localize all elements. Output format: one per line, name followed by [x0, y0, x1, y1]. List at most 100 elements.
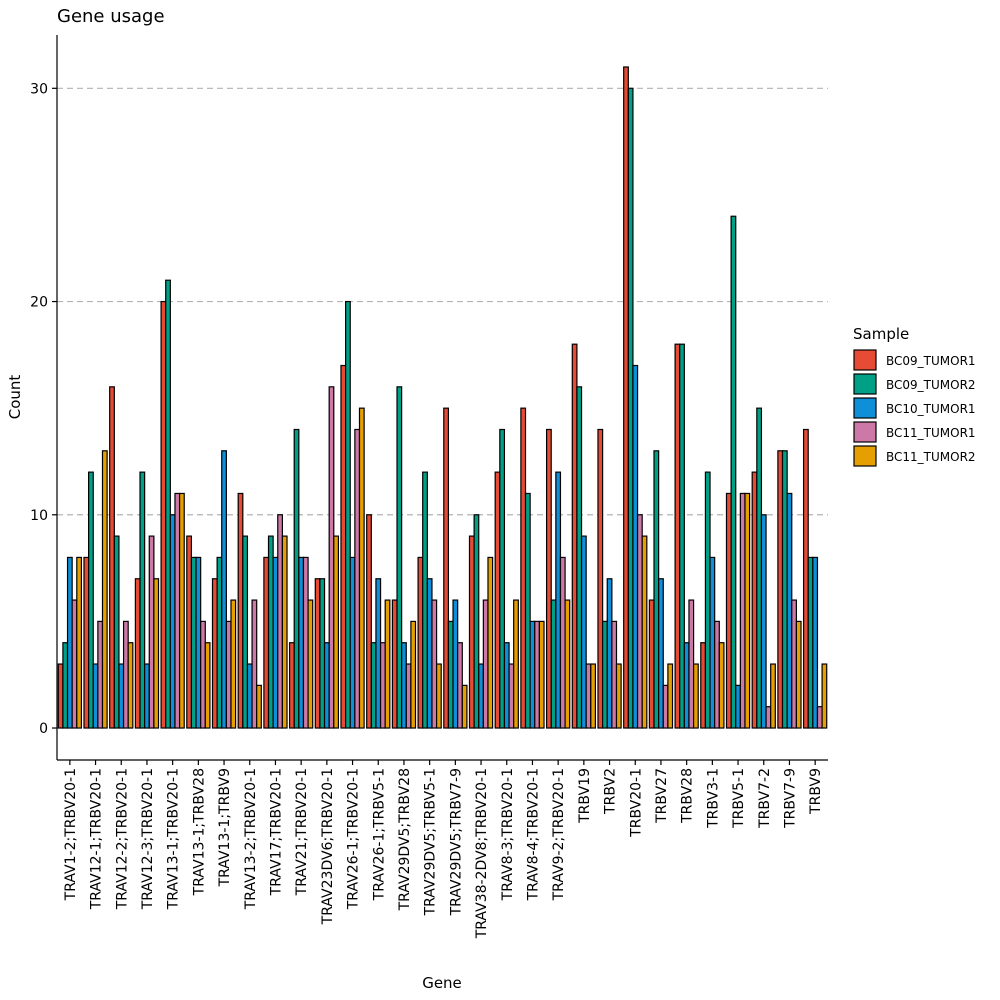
x-tick-label-18: TRAV8-4;TRBV20-1 — [525, 768, 541, 901]
bar-bc11_tumor2-5 — [204, 642, 211, 729]
y-axis-ticks: 0 10 20 30 — [30, 81, 57, 737]
bar-bc09_tumor2-14 — [422, 471, 428, 729]
bar-bc11_tumor2-17 — [513, 599, 519, 729]
bar-bc09_tumor2-24 — [679, 343, 685, 729]
bar-bc09_tumor1-0 — [57, 663, 64, 729]
bar-bc11_tumor1-23 — [662, 684, 669, 729]
bar-bc11_tumor1-22 — [636, 514, 643, 729]
bar-bc09_tumor1-4 — [160, 300, 167, 729]
bar-bc09_tumor2-22 — [627, 87, 634, 729]
x-tick-label-8: TRAV17;TRBV20-1 — [268, 768, 284, 896]
bar-bc10_tumor1-20 — [580, 535, 587, 729]
x-tick-label-15: TRAV29DV5;TRBV7-9 — [448, 768, 464, 916]
bar-bc09_tumor1-16 — [468, 535, 475, 729]
bar-bc11_tumor1-10 — [328, 386, 335, 729]
x-tick-label-23: TRBV27 — [654, 768, 670, 824]
bar-bc09_tumor1-2 — [109, 386, 115, 729]
y-tick-label-30: 30 — [30, 81, 48, 97]
bar-bc11_tumor1-4 — [174, 492, 181, 729]
x-tick-label-0: TRAV1-2;TRBV20-1 — [63, 768, 79, 901]
x-tick-label-21: TRBV2 — [603, 768, 619, 815]
bar-bc09_tumor2-10 — [319, 578, 326, 729]
x-tick-label-28: TRBV7-9 — [782, 768, 798, 829]
x-tick-label-6: TRAV13-1;TRBV9 — [217, 768, 233, 887]
x-tick-label-29: TRBV9 — [808, 768, 824, 815]
x-tick-label-1: TRAV12-1;TRBV20-1 — [89, 768, 105, 910]
bar-bc10_tumor1-13 — [401, 642, 407, 729]
bar-bc11_tumor1-0 — [71, 599, 78, 729]
bar-bc10_tumor1-25 — [709, 556, 716, 729]
y-tick-label-10: 10 — [30, 508, 48, 524]
bar-bc09_tumor2-20 — [576, 386, 583, 729]
bar-bc11_tumor1-24 — [688, 599, 695, 729]
gridlines — [57, 87, 828, 516]
bar-bc11_tumor2-16 — [487, 556, 494, 729]
bar-bc10_tumor1-19 — [555, 471, 562, 729]
bar-bc10_tumor1-26 — [735, 684, 741, 729]
x-tick-label-2: TRAV12-2;TRBV20-1 — [114, 768, 130, 910]
x-tick-label-5: TRAV13-1;TRBV28 — [191, 768, 207, 896]
bar-bc09_tumor1-1 — [83, 556, 90, 729]
bar-bc09_tumor2-26 — [730, 215, 737, 729]
bar-bc09_tumor2-1 — [88, 471, 94, 729]
legend-key-bc09_tumor1 — [853, 349, 877, 371]
bar-bc09_tumor1-13 — [391, 599, 398, 729]
bar-bc11_tumor1-5 — [200, 620, 206, 729]
bar-bc11_tumor2-29 — [821, 663, 828, 729]
bar-bc10_tumor1-9 — [298, 556, 305, 729]
bar-bc11_tumor2-19 — [564, 599, 571, 729]
bar-bc10_tumor1-22 — [632, 364, 639, 729]
bar-bc09_tumor2-27 — [756, 407, 763, 729]
bar-bc09_tumor1-21 — [597, 428, 604, 729]
bar-bc09_tumor1-23 — [648, 599, 655, 729]
bar-bc11_tumor2-12 — [384, 599, 391, 729]
bar-bc09_tumor2-2 — [113, 535, 120, 729]
bar-bc11_tumor1-16 — [482, 599, 489, 729]
bars — [57, 66, 828, 729]
bar-bc10_tumor1-27 — [760, 514, 767, 729]
x-axis-ticks: TRAV1-2;TRBV20-1 TRAV12-1;TRBV20-1 TRAV12-… — [63, 760, 824, 939]
bar-bc11_tumor2-14 — [435, 663, 442, 729]
x-tick-label-17: TRAV8-3;TRBV20-1 — [500, 768, 516, 901]
bar-bc11_tumor2-23 — [667, 663, 674, 729]
bar-bc11_tumor1-25 — [714, 620, 720, 729]
bar-bc09_tumor1-17 — [494, 471, 501, 729]
bar-bc11_tumor2-2 — [127, 642, 134, 729]
bar-bc10_tumor1-24 — [683, 642, 690, 729]
legend-key-bc10_tumor1 — [853, 397, 877, 419]
bar-bc11_tumor2-6 — [230, 599, 237, 729]
x-tick-label-19: TRAV9-2;TRBV20-1 — [551, 768, 567, 901]
legend-label-bc11_tumor1: BC11_TUMOR1 — [886, 426, 976, 440]
y-tick-label-20: 20 — [30, 295, 48, 311]
bar-bc11_tumor2-20 — [590, 663, 597, 729]
bar-bc09_tumor1-12 — [366, 514, 372, 729]
x-tick-label-14: TRAV29DV5;TRBV5-1 — [423, 768, 439, 916]
legend-key-bc11_tumor1 — [853, 421, 877, 443]
bar-bc11_tumor2-15 — [461, 684, 468, 729]
bar-bc11_tumor1-28 — [791, 599, 797, 729]
legend-label-bc10_tumor1: BC10_TUMOR1 — [886, 402, 976, 416]
bar-bc09_tumor2-12 — [370, 642, 377, 729]
bar-bc10_tumor1-1 — [92, 663, 99, 729]
bar-bc11_tumor2-18 — [538, 620, 545, 729]
bar-bc11_tumor1-13 — [405, 663, 412, 729]
x-tick-label-27: TRBV7-2 — [757, 768, 773, 829]
bar-bc11_tumor2-24 — [692, 663, 699, 729]
x-tick-label-16: TRAV38-2DV8;TRBV20-1 — [474, 768, 490, 939]
bar-bc11_tumor2-7 — [256, 684, 262, 729]
bar-bc10_tumor1-21 — [606, 578, 613, 729]
bar-bc09_tumor1-3 — [134, 578, 141, 729]
bar-bc10_tumor1-11 — [349, 556, 356, 729]
bar-bc09_tumor1-8 — [263, 556, 270, 729]
legend-key-bc09_tumor2 — [853, 373, 877, 395]
bar-bc11_tumor1-14 — [431, 599, 438, 729]
bar-bc09_tumor1-5 — [186, 535, 193, 729]
x-tick-label-7: TRAV13-2;TRBV20-1 — [243, 768, 259, 910]
bar-bc10_tumor1-16 — [478, 663, 484, 729]
bar-bc11_tumor1-17 — [508, 663, 515, 729]
bar-bc11_tumor2-9 — [307, 599, 314, 729]
y-axis-title: Count — [6, 375, 24, 420]
legend-key-bc11_tumor2 — [853, 445, 877, 467]
bar-bc11_tumor2-0 — [76, 556, 83, 729]
